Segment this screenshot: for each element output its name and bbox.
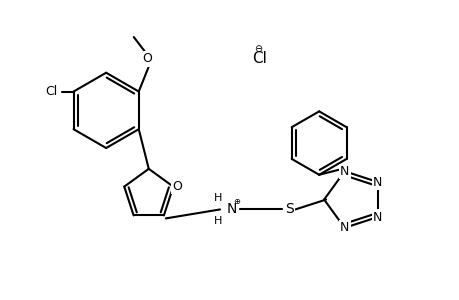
- Text: N: N: [372, 211, 382, 224]
- Text: O: O: [141, 52, 151, 65]
- Text: N: N: [372, 176, 382, 189]
- Text: S: S: [285, 202, 293, 216]
- Text: N: N: [226, 202, 237, 216]
- Text: O: O: [172, 180, 182, 193]
- Text: Cl: Cl: [45, 85, 58, 98]
- Text: N: N: [339, 221, 348, 234]
- Text: H: H: [213, 193, 222, 202]
- Text: Cl: Cl: [252, 51, 267, 66]
- Text: ⊕: ⊕: [233, 197, 240, 206]
- Text: N: N: [339, 165, 348, 178]
- Text: ⊖: ⊖: [253, 44, 261, 54]
- Text: H: H: [213, 216, 222, 226]
